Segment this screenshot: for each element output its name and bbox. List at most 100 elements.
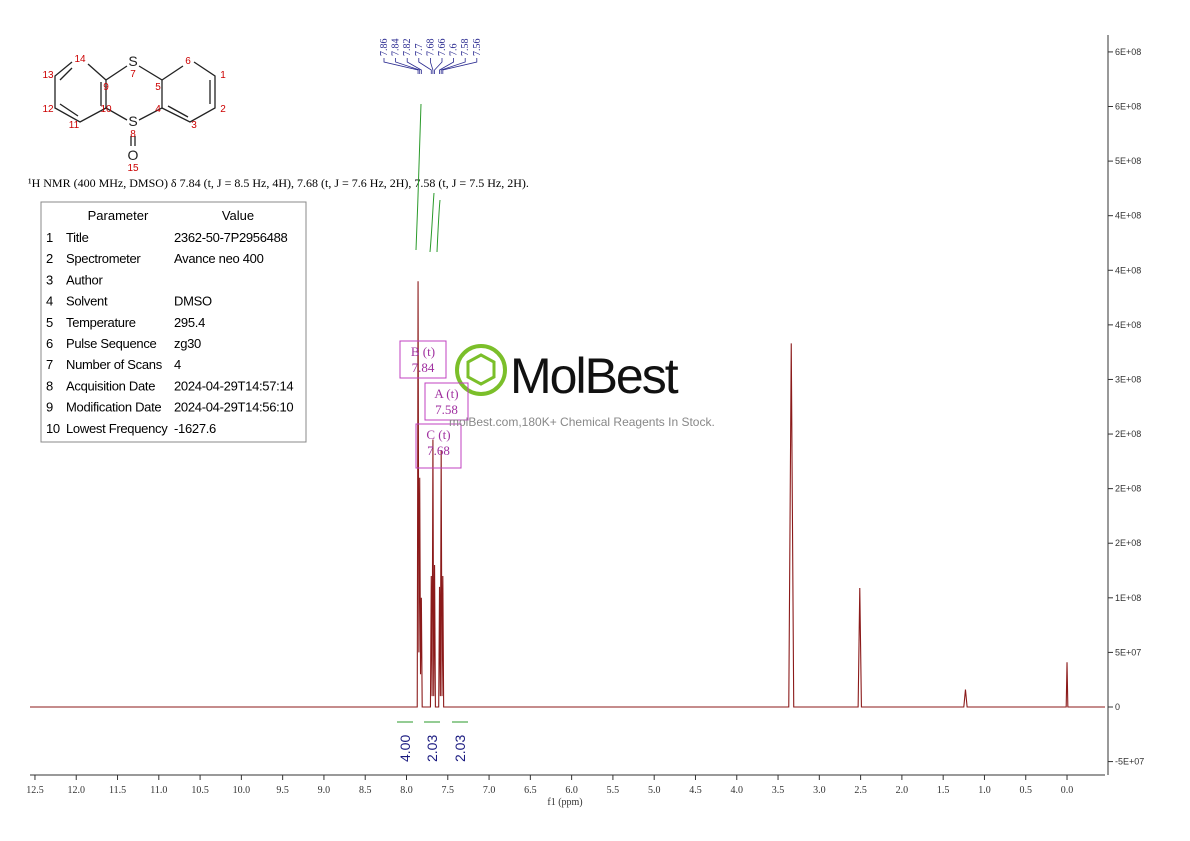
- table-cell: 2024-04-29T14:57:14: [174, 378, 293, 393]
- x-tick-label: 4.0: [731, 785, 744, 796]
- annotation-box: [399, 340, 447, 379]
- table-header: Parameter: [88, 208, 149, 223]
- atom-label: 2: [220, 104, 226, 115]
- peak-connector: [434, 58, 443, 74]
- atom-label: 12: [42, 104, 54, 115]
- table-cell: 9: [46, 400, 53, 415]
- atom-label: 10: [100, 104, 112, 115]
- table-cell: Spectrometer: [66, 251, 141, 266]
- x-tick-label: 11.5: [109, 785, 126, 796]
- y-tick-label: 5E+07: [1115, 647, 1141, 657]
- x-tick-label: 0.0: [1061, 785, 1074, 796]
- x-tick-label: 7.0: [483, 785, 496, 796]
- atom-label: 6: [185, 56, 191, 67]
- x-tick-label: 10.0: [233, 785, 251, 796]
- atom-label: 4: [155, 104, 161, 115]
- peak-connector: [383, 58, 419, 74]
- table-cell: Acquisition Date: [66, 378, 155, 393]
- brand: MolBest: [510, 348, 679, 404]
- bond: [105, 65, 128, 121]
- table-cell: 7: [46, 357, 53, 372]
- x-tick-label: 11.0: [150, 785, 167, 796]
- y-tick-label: -5E+07: [1115, 757, 1144, 767]
- peak-label: 7.6: [449, 44, 460, 57]
- table-cell: Number of Scans: [66, 357, 163, 372]
- bond: [54, 61, 107, 123]
- nmr-description: ¹H NMR (400 MHz, DMSO) δ 7.84 (t, J = 8.…: [28, 176, 529, 190]
- spectrum-line: [30, 281, 1105, 708]
- atom-label: 3: [191, 120, 197, 131]
- bond: [59, 103, 79, 117]
- table-cell: zg30: [174, 336, 201, 351]
- x-tick-label: 9.0: [318, 785, 331, 796]
- atom-label: 5: [155, 82, 161, 93]
- integral-label: 4.00: [397, 735, 413, 762]
- peak-connector: [406, 58, 422, 74]
- y-tick-label: 5E+08: [1115, 156, 1141, 166]
- bond: [167, 105, 189, 118]
- table-cell: 3: [46, 272, 53, 287]
- x-tick-label: 7.5: [442, 785, 455, 796]
- peak-connector: [439, 58, 454, 74]
- x-axis-label: f1 (ppm): [547, 797, 582, 808]
- x-tick-label: 4.5: [689, 785, 702, 796]
- y-tick-label: 2E+08: [1115, 538, 1141, 548]
- peak-label: 7.56: [472, 39, 483, 57]
- atom-label: S: [128, 53, 137, 69]
- atom-label: 15: [127, 163, 139, 174]
- parameter-table: [40, 201, 307, 443]
- x-tick-label: 2.5: [854, 785, 867, 796]
- logo-hexagon: [466, 353, 496, 386]
- bond: [59, 67, 73, 81]
- bond: [138, 65, 163, 121]
- annotation-shift: 7.68: [427, 443, 450, 458]
- table-cell: Author: [66, 272, 103, 287]
- x-tick-label: 2.0: [896, 785, 909, 796]
- table-cell: Solvent: [66, 294, 108, 309]
- table-cell: DMSO: [174, 294, 212, 309]
- atom-label: S: [128, 113, 137, 129]
- atom-label: 14: [74, 54, 86, 65]
- annotation-box: [415, 423, 462, 469]
- atom-label: O: [128, 147, 139, 163]
- annotation-shift: 7.84: [412, 360, 435, 375]
- peak-label: 7.58: [460, 39, 471, 57]
- annotation-label: A (t): [434, 386, 458, 401]
- table-cell: -1627.6: [174, 421, 216, 436]
- tagline: molBest.com,180K+ Chemical Reagents In S…: [449, 415, 715, 429]
- x-tick-label: 8.0: [400, 785, 413, 796]
- peak-connector: [430, 58, 434, 74]
- logo-ring: [455, 344, 507, 396]
- peak-connector: [442, 58, 478, 74]
- atom-label: 1: [220, 70, 226, 81]
- annotation-label: C (t): [426, 427, 450, 442]
- peak-label: 7.66: [437, 39, 448, 57]
- x-tick-label: 5.5: [607, 785, 620, 796]
- x-tick-label: 10.5: [191, 785, 209, 796]
- molecule-bonds: [54, 61, 216, 146]
- y-tick-label: 6E+08: [1115, 102, 1141, 112]
- x-tick-label: 8.5: [359, 785, 372, 796]
- peak-label: 7.7: [414, 44, 425, 57]
- integral-label: 2.03: [424, 735, 440, 762]
- table-cell: 295.4: [174, 315, 205, 330]
- table-cell: Pulse Sequence: [66, 336, 157, 351]
- peak-label: 7.84: [391, 39, 402, 57]
- x-tick-label: 3.0: [813, 785, 826, 796]
- table-cell: 1: [46, 230, 53, 245]
- table-cell: Lowest Frequency: [66, 421, 168, 436]
- y-tick-label: 3E+08: [1115, 374, 1141, 384]
- table-cell: Avance neo 400: [174, 251, 264, 266]
- peak-label: 7.68: [425, 39, 436, 57]
- table-cell: 2: [46, 251, 53, 266]
- x-tick-label: 0.5: [1019, 785, 1032, 796]
- logo: [455, 344, 507, 396]
- bond: [161, 65, 184, 81]
- annotation-box: [424, 382, 469, 421]
- x-tick-label: 12.0: [67, 785, 85, 796]
- table-cell: 4: [46, 294, 53, 309]
- table-cell: 8: [46, 378, 53, 393]
- x-tick-label: 6.5: [524, 785, 537, 796]
- integral-curves: [415, 103, 441, 253]
